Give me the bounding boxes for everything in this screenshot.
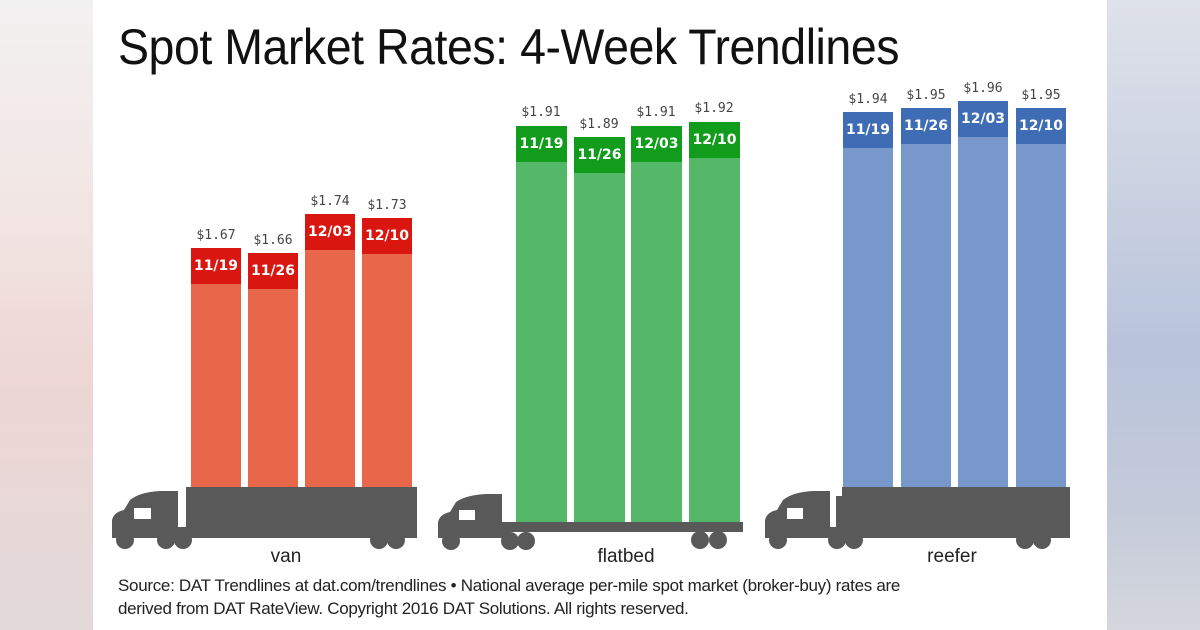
group-label-reefer: reefer <box>927 546 977 567</box>
chart-title: Spot Market Rates: 4-Week Trendlines <box>118 19 900 75</box>
flatbed-bar-1119: 11/19 <box>516 126 567 522</box>
group-label-flatbed: flatbed <box>597 546 655 567</box>
reefer-bar-1203: 12/03 <box>958 101 1008 487</box>
bar-value-label: $1.91 <box>636 105 676 120</box>
source-note: Source: DAT Trendlines at dat.com/trendl… <box>118 574 1078 620</box>
van-truck-icon <box>112 487 417 549</box>
bar-value-label: $1.91 <box>521 105 561 120</box>
bar-date-label: 12/03 <box>305 214 355 250</box>
reefer-truck-icon <box>765 487 1070 549</box>
background-left <box>0 0 93 630</box>
bar-value-label: $1.95 <box>906 88 946 103</box>
flatbed-bar-1126: 11/26 <box>574 137 625 522</box>
bar-value-label: $1.95 <box>1021 88 1061 103</box>
bar-value-label: $1.89 <box>579 117 619 132</box>
bar-value-label: $1.66 <box>253 233 293 248</box>
background-right <box>1107 0 1200 630</box>
group-label-van: van <box>270 546 302 567</box>
bar-value-label: $1.73 <box>367 198 407 213</box>
van-bar-1203: 12/03 <box>305 214 355 487</box>
bar-value-label: $1.67 <box>196 228 236 243</box>
source-line-1: Source: DAT Trendlines at dat.com/trendl… <box>118 576 901 595</box>
bar-date-label: 12/03 <box>631 126 682 162</box>
van-bar-1210: 12/10 <box>362 218 412 487</box>
bar-date-label: 11/26 <box>574 137 625 173</box>
reefer-bar-1119: 11/19 <box>843 112 893 487</box>
bar-value-label: $1.94 <box>848 92 888 107</box>
bar-value-label: $1.92 <box>694 101 734 116</box>
van-bar-1126: 11/26 <box>248 253 298 487</box>
bar-date-label: 11/26 <box>901 108 951 144</box>
flatbed-bar-1203: 12/03 <box>631 126 682 522</box>
bar-date-label: 11/19 <box>516 126 567 162</box>
flatbed-bar-1210: 12/10 <box>689 122 740 522</box>
bar-date-label: 12/03 <box>958 101 1008 137</box>
bar-date-label: 11/26 <box>248 253 298 289</box>
source-line-2: derived from DAT RateView. Copyright 201… <box>118 599 689 618</box>
bar-date-label: 11/19 <box>843 112 893 148</box>
bar-date-label: 12/10 <box>1016 108 1066 144</box>
bar-value-label: $1.74 <box>310 194 350 209</box>
flatbed-truck-icon <box>438 494 743 550</box>
bar-value-label: $1.96 <box>963 81 1003 96</box>
bar-date-label: 12/10 <box>689 122 740 158</box>
bar-date-label: 12/10 <box>362 218 412 254</box>
bar-date-label: 11/19 <box>191 248 241 284</box>
reefer-bar-1210: 12/10 <box>1016 108 1066 487</box>
reefer-bar-1126: 11/26 <box>901 108 951 487</box>
van-bar-1119: 11/19 <box>191 248 241 487</box>
